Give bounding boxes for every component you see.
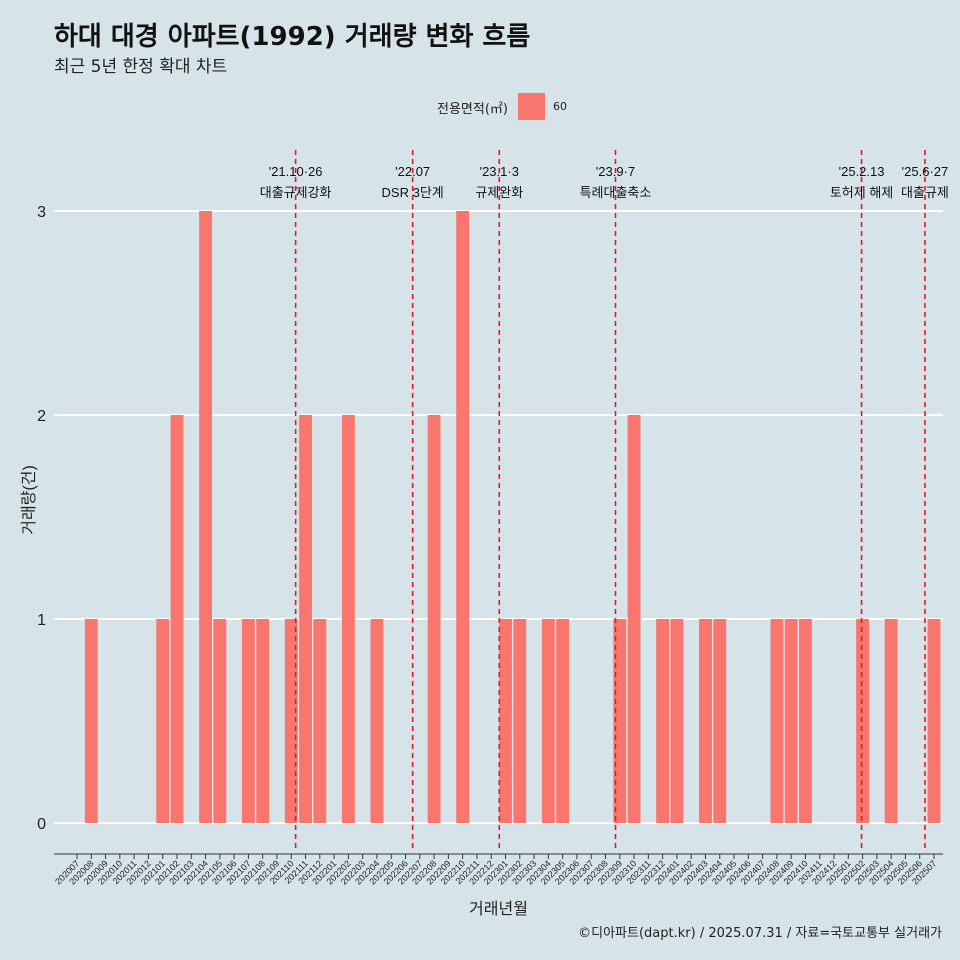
y-tick-label-1: 1 [37,612,46,629]
bar-202202 [341,415,355,823]
legend-key-60 [518,93,545,120]
legend-label-60: 60 [553,100,567,113]
bar-202105 [213,619,227,823]
bar-202204 [370,619,384,823]
bar-202404 [713,619,727,823]
bar-202108 [256,619,270,823]
bar-202507 [927,619,941,823]
event-date-label-5: '25.2.13 [839,164,885,179]
bar-202401 [670,619,684,823]
bar-202403 [699,619,712,823]
event-policy-label-5: 토허제 해제 [830,185,893,200]
event-date-label-1: '21.10·26 [269,164,323,179]
bar-202504 [884,619,898,823]
bar-202110 [284,619,298,823]
bar-202208 [427,415,441,823]
event-policy-label-1: 대출규제강화 [260,185,332,200]
bar-202310 [627,415,641,823]
bar-202302 [513,619,527,823]
bar-202104 [199,211,212,823]
bar-202102 [170,415,184,823]
bar-202312 [656,619,670,823]
bar-202304 [541,619,555,823]
legend: 전용면적(㎡) 60 [0,92,960,122]
bar-202305 [556,619,570,823]
event-date-label-4: '23.9·7 [596,164,635,179]
bar-202410 [799,619,812,823]
bar-202210 [456,211,470,823]
event-policy-label-4: 특례대출축소 [580,185,652,200]
event-policy-label-2: DSR 3단계 [382,185,444,200]
x-axis-title: 거래년월 [469,900,528,918]
bar-202101 [156,619,170,823]
bar-202408 [770,619,784,823]
legend-title: 전용면적(㎡) [437,102,508,117]
bar-202502 [856,619,870,823]
event-date-label-3: '23.1·3 [480,164,519,179]
bar-202309 [613,619,627,823]
source-caption: ©디아파트(dapt.kr) / 2025.07.31 / 자료=국토교통부 실… [578,926,942,941]
chart-subtitle: 최근 5년 한정 확대 차트 [54,57,228,77]
y-tick-label-0: 0 [37,816,46,833]
bar-202107 [241,619,255,823]
event-date-label-2: '22.07 [395,164,430,179]
y-axis-title: 거래량(건) [20,465,38,535]
event-policy-label-6: 대출규제 [901,185,949,200]
bar-202409 [784,619,798,823]
event-policy-label-3: 규제완화 [475,185,523,200]
bar-202008 [84,619,98,823]
bar-202111 [299,415,312,823]
y-tick-label-2: 2 [37,408,46,425]
bar-202112 [313,619,327,823]
chart-title: 하대 대경 아파트(1992) 거래량 변화 흐름 [54,22,531,52]
y-tick-label-3: 3 [37,204,46,221]
event-date-label-6: '25.6·27 [902,164,949,179]
bar-202301 [499,619,512,823]
